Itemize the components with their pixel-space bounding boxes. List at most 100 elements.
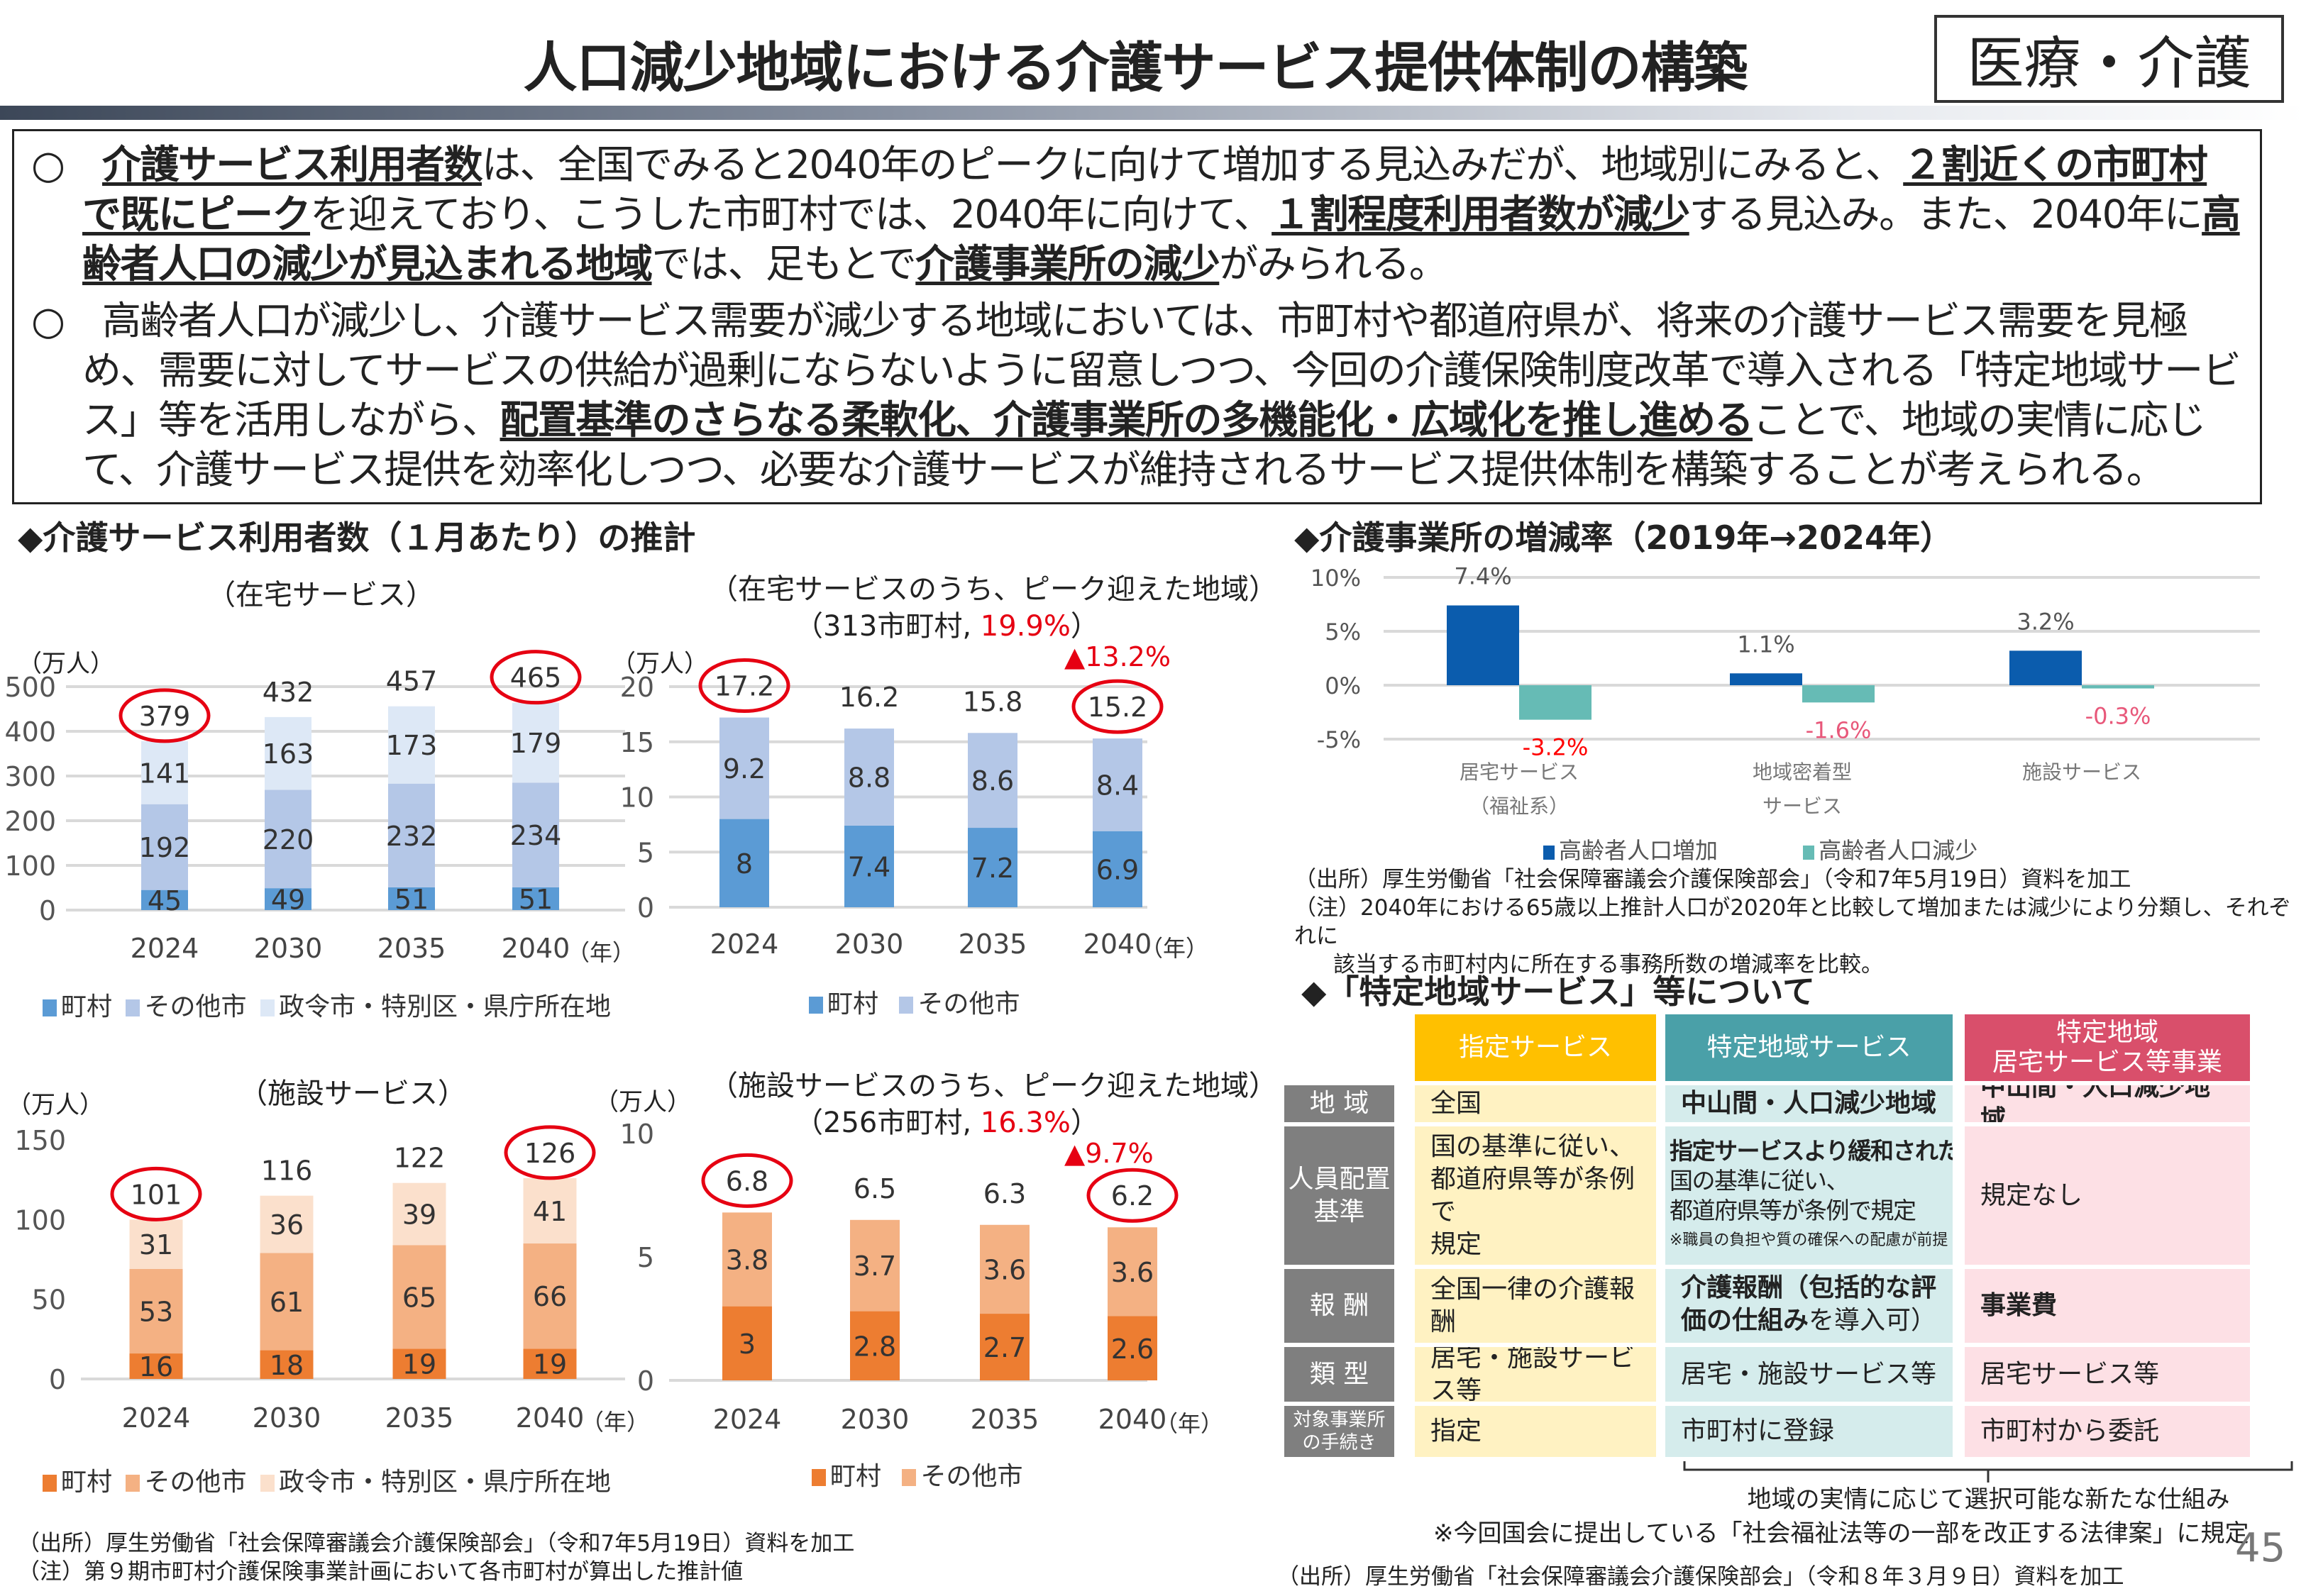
emphasized-text: 介護サービス利用者数 [102, 142, 483, 187]
brace-icon [1683, 1461, 2293, 1483]
left-section-heading: ◆介護サービス利用者数（１月あたり）の推計 [18, 519, 696, 557]
x-tick-label: 地域密着型 [1753, 760, 1852, 784]
total-label: 116 [261, 1156, 313, 1187]
data-label: 18 [270, 1350, 304, 1381]
table-cell: 指定 [1415, 1406, 1656, 1457]
data-label: 7.4 [848, 851, 890, 882]
data-label: 1.1% [1737, 631, 1794, 658]
data-label: 61 [270, 1287, 304, 1318]
service-comparison-table: 指定サービス 特定地域サービス 特定地域 居宅サービス等事業 地 域 全国 中山… [1284, 1014, 2250, 1457]
data-label: 51 [395, 884, 429, 915]
table-cell: 全国 [1415, 1085, 1656, 1122]
y-tick-label: 0 [637, 1365, 654, 1397]
column-header-designated: 指定サービス [1415, 1014, 1656, 1081]
footnote: 該当する市町村内に所在する事務所数の増減率を比較。 [1333, 952, 1883, 977]
data-label: 192 [139, 832, 191, 863]
legend-label: 町村 [61, 992, 113, 1021]
table-source: （出所）厚生労働省「社会保障審議会介護保険部会」（令和８年３月９日）資料を加工 [1277, 1564, 2124, 1590]
data-label: 141 [139, 758, 191, 789]
subtitle-highlight: 19.9% [980, 610, 1071, 643]
data-label: 31 [139, 1229, 173, 1260]
row-label-staffing: 人員配置 基準 [1284, 1126, 1394, 1265]
data-label: 234 [510, 820, 562, 851]
data-label: 3.2% [2017, 608, 2074, 635]
legend-swatch [1803, 846, 1815, 860]
bar [1519, 685, 1591, 720]
y-tick-label: 300 [4, 761, 56, 792]
legend-swatch [812, 1469, 826, 1486]
bar-segment [850, 1219, 900, 1312]
legend-swatch [902, 1469, 917, 1486]
bar-segment [388, 783, 435, 887]
table-cell: 事業費 [1965, 1269, 2250, 1343]
data-label: 7.4% [1454, 563, 1511, 590]
total-label: 101 [131, 1179, 182, 1210]
x-tick-label: 2024 [710, 929, 779, 960]
summary-paragraph-2: ○ 高齢者人口が減少し、介護サービス需要が減少する地域においては、市町村や都道府… [31, 296, 2243, 494]
legend-label: 高齢者人口減少 [1819, 837, 1978, 864]
data-label: 19 [402, 1349, 436, 1380]
bar-segment [523, 1243, 577, 1349]
data-label: 2.8 [854, 1331, 896, 1362]
row-label-fee: 報 酬 [1284, 1269, 1394, 1343]
y-tick-label: -5% [1317, 726, 1361, 753]
y-tick-label: 50 [32, 1285, 66, 1316]
data-label: 36 [270, 1209, 304, 1241]
x-tick-label: サービス [1762, 794, 1842, 818]
data-label: -1.6% [1806, 716, 1872, 743]
bar-segment [722, 1306, 772, 1380]
data-label: 232 [386, 821, 438, 852]
x-tick-label: 2030 [254, 933, 323, 964]
left-notes: （出所）厚生労働省「社会保障審議会介護保険部会」（令和7年5月19日）資料を加工… [18, 1529, 854, 1586]
total-label: 122 [394, 1143, 446, 1174]
subtitle-text: （313市町村, [795, 610, 981, 643]
total-label: 15.2 [1088, 692, 1148, 723]
source-note: （出所）厚生労働省「社会保障審議会介護保険部会」（令和7年5月19日）資料を加工 [1294, 867, 2131, 892]
data-label: 19 [533, 1349, 567, 1380]
bar-segment [850, 1311, 900, 1380]
x-tick-label: 施設サービス [2022, 760, 2141, 784]
bar-segment [260, 1195, 314, 1253]
x-tick-label: 2040 [1098, 1404, 1167, 1435]
data-label: 2.7 [983, 1332, 1026, 1363]
y-tick-label: 0 [39, 895, 56, 926]
summary-text: を迎えており、こうした市町村では、2040年に向けて、 [310, 192, 1273, 237]
y-tick-label: 5 [637, 1242, 654, 1273]
summary-text: では、足もとで [651, 241, 917, 287]
bar-segment [129, 1219, 183, 1269]
table-cell: 指定サービスより緩和された 国の基準に従い、 都道府県等が条例で規定 ※職員の負… [1665, 1126, 1953, 1265]
data-label: 66 [533, 1281, 567, 1312]
highlight-circle [110, 1166, 202, 1221]
table-cell: 規定なし [1965, 1126, 2250, 1265]
row-label-area: 地 域 [1284, 1085, 1394, 1122]
data-label: -3.2% [1523, 734, 1589, 761]
summary-text: する見込み。また、2040年に [1689, 192, 2203, 237]
page-title: 人口減少地域における介護サービス提供体制の構築 [523, 36, 1748, 99]
footnote: （注）第９期市町村介護保険事業計画において各市町村が算出した推計値 [18, 1559, 744, 1585]
row-label-procedure: 対象事業所 の手続き [1284, 1406, 1394, 1457]
x-tick-label: 2030 [835, 929, 904, 960]
cell-bold-text: 指定サービスより緩和された [1670, 1136, 1953, 1165]
highlight-circle [118, 688, 211, 743]
bar-segment [719, 819, 769, 907]
chart3-title: （施設サービス） [239, 1077, 466, 1110]
total-label: 6.8 [726, 1165, 768, 1197]
data-label: 9.2 [723, 753, 766, 785]
y-tick-label: 100 [14, 1204, 66, 1236]
x-tick-label: 2030 [841, 1404, 910, 1435]
legend-label: 町村 [827, 990, 879, 1019]
data-label: 3.7 [854, 1251, 896, 1282]
bar-segment [719, 717, 769, 819]
bar-segment [265, 888, 311, 910]
x-axis-unit: （年） [567, 939, 635, 966]
x-tick-label: 2035 [385, 1402, 454, 1434]
subtitle-text: ） [1070, 610, 1099, 643]
emphasized-text: １割程度利用者数が減少 [1271, 192, 1690, 237]
bar-segment [260, 1350, 314, 1379]
chart1-title: （在宅サービス） [207, 579, 434, 611]
table-cell: 居宅・施設サービス等 [1415, 1347, 1656, 1402]
bar-segment [523, 1348, 577, 1379]
x-tick-label: 2040 [502, 933, 570, 964]
bar-segment [722, 1212, 772, 1307]
data-label: 6.9 [1096, 854, 1139, 885]
